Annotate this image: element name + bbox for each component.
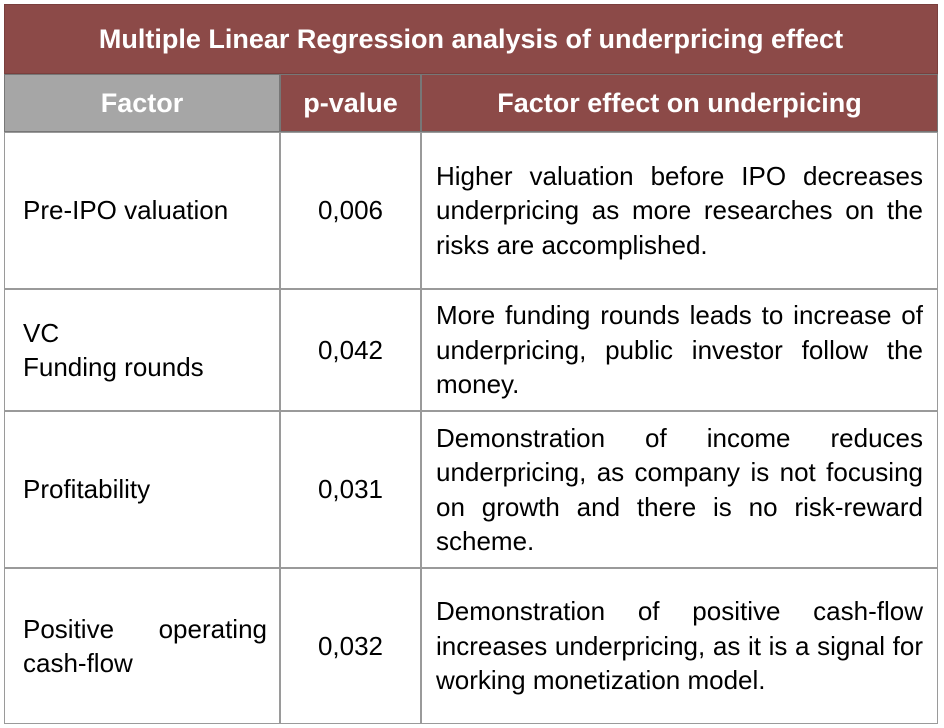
- factor-name: Pre-IPO valuation: [23, 195, 229, 226]
- factor-name: VC: [23, 317, 60, 348]
- factor-cell: VC Funding rounds: [4, 289, 280, 411]
- header-pvalue: p-value: [280, 74, 421, 132]
- factor-name: Profitability: [23, 474, 151, 505]
- factor-name: Positive operating cash-flow: [23, 613, 267, 679]
- header-factor: Factor: [4, 74, 280, 132]
- table-row: VC Funding rounds 0,042 More funding rou…: [4, 289, 938, 411]
- factor-name-line2: Funding rounds: [23, 352, 204, 382]
- factor-cell: Positive operating cash-flow: [4, 568, 280, 724]
- table-row: Pre-IPO valuation 0,006 Higher valuation…: [4, 132, 938, 289]
- effect-text: More funding rounds leads to increase of…: [436, 300, 923, 400]
- header-row: Factor p-value Factor effect on underpic…: [4, 74, 938, 132]
- pvalue-cell: 0,032: [280, 568, 421, 724]
- effect-text: Higher valuation before IPO decreases un…: [436, 160, 923, 260]
- effect-cell: More funding rounds leads to increase of…: [421, 289, 938, 411]
- effect-text: Demonstration of positive cash-flow incr…: [436, 596, 923, 696]
- effect-text: Demonstration of income reduces underpri…: [436, 422, 923, 557]
- effect-cell: Demonstration of income reduces underpri…: [421, 411, 938, 568]
- table-row: Profitability 0,031 Demonstration of inc…: [4, 411, 938, 568]
- factor-cell: Pre-IPO valuation: [4, 132, 280, 289]
- pvalue-cell: 0,006: [280, 132, 421, 289]
- header-effect: Factor effect on underpicing: [421, 74, 938, 132]
- pvalue-cell: 0,042: [280, 289, 421, 411]
- effect-cell: Higher valuation before IPO decreases un…: [421, 132, 938, 289]
- pvalue-cell: 0,031: [280, 411, 421, 568]
- table-title: Multiple Linear Regression analysis of u…: [4, 4, 938, 74]
- factor-cell: Profitability: [4, 411, 280, 568]
- effect-cell: Demonstration of positive cash-flow incr…: [421, 568, 938, 724]
- table-row: Positive operating cash-flow 0,032 Demon…: [4, 568, 938, 724]
